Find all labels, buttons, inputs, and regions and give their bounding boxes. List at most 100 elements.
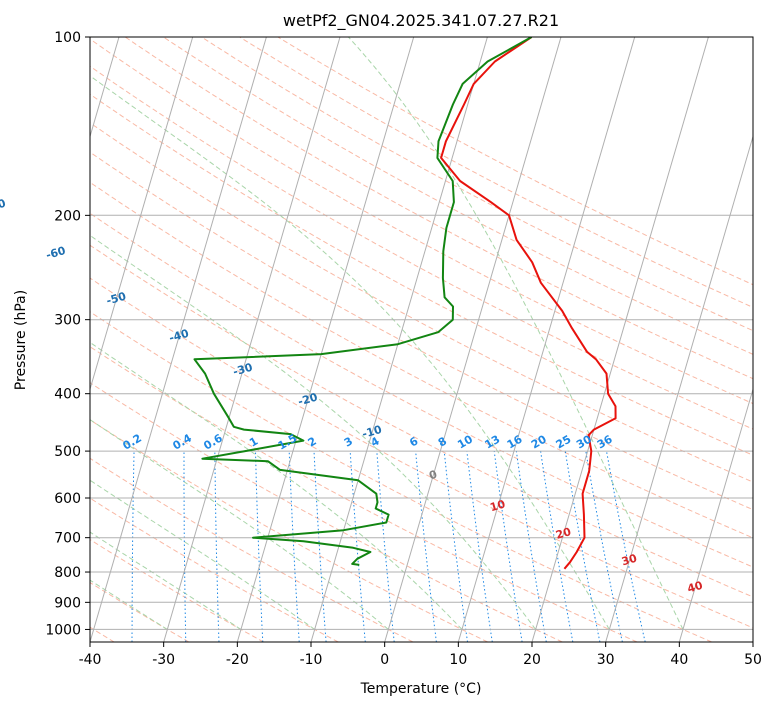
isotherm-label: -30 <box>231 360 254 378</box>
plot-frame <box>89 36 754 643</box>
y-axis-label: Pressure (hPa) <box>13 290 29 390</box>
isotherm-gridline <box>163 37 341 642</box>
y-tick-label: 800 <box>54 565 81 581</box>
dry-adiabat <box>163 37 753 355</box>
moist-adiabat <box>90 419 389 630</box>
y-tick-label: 1000 <box>45 622 81 638</box>
dry-adiabat <box>90 277 753 629</box>
y-tick-label: 600 <box>54 491 81 507</box>
mixing-ratio-line <box>131 451 135 642</box>
plot-area <box>82 37 753 642</box>
mixing-ratio-label: 20 <box>529 432 549 451</box>
y-tick-label: 300 <box>54 313 81 329</box>
mixing-ratio-label: 8 <box>436 435 449 450</box>
mixing-ratio-label: 10 <box>455 432 475 451</box>
mixing-ratio-line <box>443 451 468 642</box>
dry-adiabat <box>90 93 753 456</box>
y-tick-label: 400 <box>54 387 81 403</box>
dry-adiabat <box>90 311 712 642</box>
isotherm-label: -20 <box>296 390 319 408</box>
dry-adiabat <box>90 38 753 405</box>
x-tick-label: -30 <box>152 652 175 668</box>
moist-adiabat <box>90 75 610 630</box>
mixing-ratio-line <box>466 451 493 642</box>
isotherm-gridline <box>752 640 753 642</box>
data-series <box>193 37 617 570</box>
isotherm-label: -60 <box>44 244 67 262</box>
mixing-ratio-label: 1.5 <box>276 432 299 453</box>
dry-adiabat <box>201 37 753 332</box>
isotherm-gridline <box>678 387 753 642</box>
isotherm-gridline <box>457 37 636 642</box>
mixing-ratio-line <box>585 451 623 642</box>
mixing-ratio-line <box>606 451 646 642</box>
moist-adiabat <box>90 234 537 630</box>
x-tick-label: -10 <box>300 652 323 668</box>
dry-adiabat <box>90 538 264 642</box>
dry-adiabat <box>239 37 753 308</box>
mixing-ratio-label: 2 <box>306 435 319 450</box>
isotherm-label: -40 <box>168 327 191 345</box>
dry-adiabat <box>277 37 753 286</box>
x-tick-label: 10 <box>449 652 467 668</box>
mixing-ratio-label: 16 <box>505 432 525 451</box>
isotherm-label: 0 <box>428 468 439 483</box>
isotherm-gridline <box>531 37 709 642</box>
y-tick-label: 100 <box>54 30 81 46</box>
isotherm-label: -10 <box>361 423 384 441</box>
isotherm-label: 20 <box>554 525 573 542</box>
chart-title: wetPf2_GN04.2025.341.07.27.R21 <box>283 11 559 31</box>
dry-adiabat <box>90 457 414 642</box>
mixing-ratio-line <box>493 451 523 642</box>
dry-adiabat <box>90 122 753 483</box>
moist-adiabat <box>348 37 684 630</box>
dry-adiabat <box>90 65 753 430</box>
isotherm-gridline <box>90 37 267 642</box>
isotherm-gridline <box>310 37 488 642</box>
axes: -40 -30 -20 -10 0 10 20 30 40 5010020030040050060… <box>45 30 762 668</box>
mixing-ratio-label: 0.2 <box>121 432 144 453</box>
mixing-ratio-line <box>415 451 437 642</box>
y-tick-label: 500 <box>54 444 81 460</box>
mixing-ratio-label: 0.6 <box>201 431 225 452</box>
x-tick-label: 20 <box>523 652 541 668</box>
isotherm-gridline <box>236 37 415 642</box>
mixing-ratio-line <box>82 451 87 642</box>
dry-adiabat <box>90 382 563 642</box>
isotherm-label: 40 <box>686 579 705 596</box>
mixing-ratio-line <box>376 451 395 642</box>
isotherm-gridline <box>90 37 194 392</box>
x-tick-label: -40 <box>79 652 102 668</box>
mixing-ratio-line <box>313 451 327 642</box>
dry-adiabat <box>125 37 753 380</box>
moist-adiabat <box>90 479 315 630</box>
mixing-ratio-label: 0.4 <box>171 431 195 452</box>
mixing-ratio-label: 13 <box>483 433 503 452</box>
dewpoint-profile-line <box>193 37 533 566</box>
x-tick-label: 50 <box>744 652 762 668</box>
dry-adiabat <box>90 346 638 642</box>
dry-adiabat <box>90 181 753 539</box>
mixing-ratio-label: 6 <box>407 434 420 449</box>
x-axis-label: Temperature (°C) <box>360 681 482 697</box>
mixing-ratio-label: 36 <box>595 432 615 451</box>
mixing-ratio-label: 3 <box>342 435 355 450</box>
y-tick-label: 700 <box>54 531 81 547</box>
mixing-ratio-label: 1 <box>247 435 260 450</box>
moist-adiabat <box>90 341 463 630</box>
x-tick-label: 40 <box>670 652 688 668</box>
isotherm-gridline <box>605 134 753 642</box>
temperature-profile-line <box>440 37 617 570</box>
mixing-ratio-line <box>540 451 574 642</box>
isotherm-label: 10 <box>488 497 507 514</box>
y-tick-label: 900 <box>54 595 81 611</box>
mixing-ratio-line <box>564 451 601 642</box>
isoline-labels: 0.20.40.611.52346810131620253036-100-90-… <box>0 197 705 596</box>
isotherm-label: -50 <box>105 289 128 307</box>
x-tick-label: 0 <box>380 652 389 668</box>
mixing-ratio-label: 25 <box>554 433 574 452</box>
isotherm-label: -70 <box>0 197 8 215</box>
y-tick-label: 200 <box>54 208 81 224</box>
x-tick-label: 30 <box>597 652 615 668</box>
